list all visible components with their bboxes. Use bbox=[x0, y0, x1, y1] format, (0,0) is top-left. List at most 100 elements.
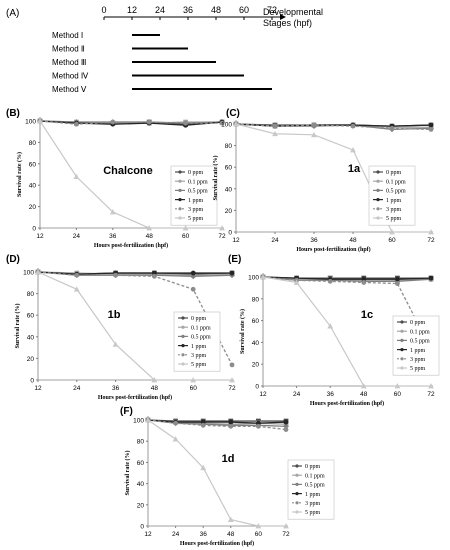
timeline-tick-label: 72 bbox=[267, 5, 277, 15]
data-point bbox=[73, 173, 80, 180]
x-tick-label: 72 bbox=[427, 391, 435, 398]
series-line bbox=[39, 120, 222, 229]
y-tick-label: 0 bbox=[30, 378, 34, 385]
legend-label: 1 ppm bbox=[386, 198, 402, 204]
y-tick-label: 100 bbox=[133, 418, 144, 425]
legend-box bbox=[173, 311, 221, 372]
chart-panel-1d: (F) 0 20 40 60 80 100 12 24 36 48 60 72 Hours post-fe… bbox=[120, 406, 335, 547]
legend-marker bbox=[295, 501, 299, 505]
y-tick-label: 20 bbox=[137, 502, 145, 509]
y-tick-label: 60 bbox=[27, 313, 35, 320]
data-point bbox=[255, 523, 262, 529]
y-tick-label: 80 bbox=[252, 296, 260, 303]
y-tick-label: 100 bbox=[23, 270, 34, 277]
y-tick-label: 100 bbox=[221, 122, 232, 129]
y-tick-label: 60 bbox=[29, 161, 37, 168]
x-tick-label: 24 bbox=[293, 391, 301, 398]
y-tick-label: 40 bbox=[29, 183, 37, 190]
method-label: Method Ⅱ bbox=[52, 45, 85, 54]
x-tick-label: 24 bbox=[73, 233, 81, 240]
x-tick-label: 24 bbox=[73, 385, 81, 392]
legend-label: 0.5 ppm bbox=[410, 339, 430, 345]
legend-marker bbox=[181, 353, 185, 357]
legend-label: 5 ppm bbox=[410, 366, 426, 372]
y-tick-label: 0 bbox=[228, 230, 232, 237]
chart-title: 1a bbox=[348, 163, 361, 175]
data-point bbox=[200, 464, 207, 471]
series-line bbox=[262, 276, 432, 283]
data-point bbox=[190, 286, 196, 292]
data-point bbox=[113, 272, 118, 278]
y-tick-label: 80 bbox=[27, 291, 35, 298]
legend-marker bbox=[178, 170, 182, 174]
legend-label: 0 ppm bbox=[191, 316, 207, 322]
data-point bbox=[37, 118, 43, 124]
legend-label: 0 ppm bbox=[386, 170, 402, 176]
data-point bbox=[311, 131, 317, 138]
x-tick-label: 24 bbox=[271, 237, 279, 244]
data-point bbox=[350, 123, 356, 129]
data-point bbox=[190, 270, 196, 276]
x-axis-title: Hours post-fertilization (hpf) bbox=[94, 242, 168, 249]
timeline-tick-label: 0 bbox=[101, 5, 106, 15]
y-tick-label: 40 bbox=[137, 481, 145, 488]
x-tick-label: 48 bbox=[146, 233, 154, 240]
x-tick-label: 12 bbox=[34, 385, 42, 392]
chart-title: 1d bbox=[222, 453, 235, 465]
timeline-panel: (A) Developmental Stages (hpf) 0 12 24 36 48… bbox=[6, 5, 323, 94]
legend-marker bbox=[400, 357, 404, 361]
panel-label: (E) bbox=[228, 254, 241, 265]
data-point bbox=[283, 427, 289, 432]
data-point bbox=[283, 523, 289, 529]
legend-label: 3 ppm bbox=[305, 501, 321, 507]
chart-title: Chalcone bbox=[103, 165, 153, 177]
data-point bbox=[112, 341, 119, 347]
legend-label: 0.5 ppm bbox=[191, 335, 211, 341]
series-line bbox=[262, 276, 431, 387]
method-label: Method Ⅳ bbox=[52, 72, 89, 81]
x-tick-label: 48 bbox=[349, 237, 357, 244]
y-tick-label: 40 bbox=[252, 340, 260, 347]
x-tick-label: 36 bbox=[327, 391, 335, 398]
legend-label: 0.1 ppm bbox=[410, 329, 430, 335]
data-point bbox=[394, 383, 401, 389]
y-tick-label: 0 bbox=[32, 226, 36, 233]
data-point bbox=[389, 229, 395, 235]
series-line bbox=[262, 276, 432, 350]
x-axis-title: Hours post-fertilization (hpf) bbox=[180, 540, 254, 547]
legend-label: 1 ppm bbox=[305, 492, 321, 498]
data-point bbox=[360, 383, 367, 389]
data-point bbox=[152, 273, 157, 279]
legend-box bbox=[368, 165, 416, 226]
panel-label-a: (A) bbox=[6, 8, 19, 19]
data-point bbox=[260, 274, 266, 280]
x-tick-label: 60 bbox=[182, 233, 190, 240]
data-point bbox=[182, 225, 189, 231]
y-tick-label: 80 bbox=[137, 439, 145, 446]
legend-box bbox=[287, 459, 335, 520]
data-point bbox=[293, 279, 300, 285]
data-point bbox=[361, 280, 367, 285]
y-axis-title: Survival rate (%) bbox=[16, 152, 23, 197]
legend-marker bbox=[400, 348, 404, 352]
x-tick-label: 48 bbox=[360, 391, 368, 398]
data-point bbox=[428, 126, 434, 132]
legend-label: 3 ppm bbox=[410, 357, 426, 363]
data-point bbox=[110, 119, 116, 125]
panel-label: (C) bbox=[226, 108, 240, 119]
y-tick-label: 20 bbox=[27, 356, 35, 363]
legend-marker bbox=[295, 464, 299, 468]
series-line bbox=[147, 419, 287, 424]
legend-marker bbox=[400, 338, 404, 342]
x-tick-label: 48 bbox=[227, 531, 235, 538]
legend-marker bbox=[295, 510, 299, 514]
legend-marker bbox=[376, 207, 380, 211]
data-point bbox=[428, 275, 434, 281]
x-axis-title: Hours post-fertilization (hpf) bbox=[98, 394, 172, 401]
data-point bbox=[219, 120, 225, 126]
data-point bbox=[350, 147, 356, 153]
legend-label: 1 ppm bbox=[191, 344, 207, 350]
legend-marker bbox=[376, 188, 380, 192]
legend-marker bbox=[181, 325, 185, 329]
legend-label: 0.1 ppm bbox=[191, 325, 211, 331]
